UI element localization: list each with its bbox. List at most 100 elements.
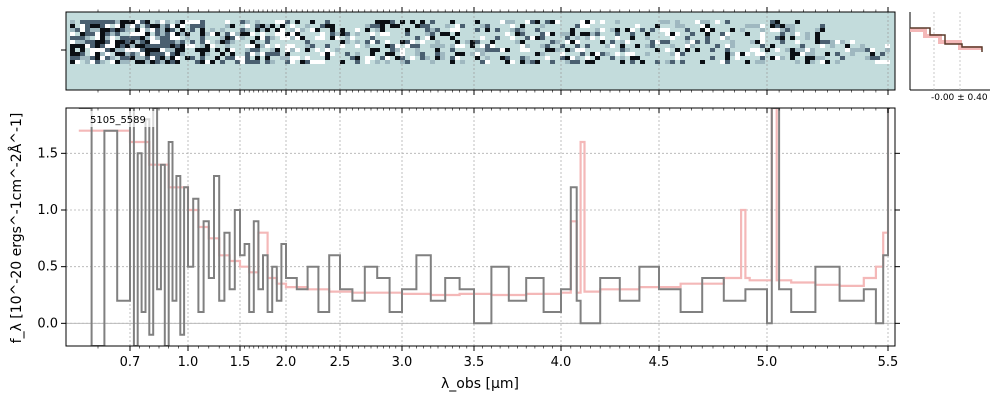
heatmap-cell (295, 32, 300, 36)
heatmap-cell (105, 52, 110, 56)
heatmap-cell (220, 60, 225, 64)
heatmap-cell (545, 32, 550, 36)
heatmap-cell (260, 28, 265, 32)
heatmap-cell (235, 56, 240, 60)
heatmap-cell (85, 20, 90, 24)
heatmap-cell (115, 52, 120, 56)
heatmap-cell (660, 40, 665, 44)
heatmap-cell (675, 52, 680, 56)
heatmap-cell (420, 20, 425, 24)
heatmap-cell (620, 56, 625, 60)
heatmap-cell (400, 48, 405, 52)
heatmap-cell (625, 28, 630, 32)
heatmap-cell (835, 60, 840, 64)
heatmap-cell (80, 32, 85, 36)
heatmap-cell (665, 20, 670, 24)
heatmap-cell (555, 20, 560, 24)
heatmap-cell (440, 52, 445, 56)
heatmap-cell (405, 40, 410, 44)
heatmap-cell (120, 48, 125, 52)
heatmap-cell (140, 28, 145, 32)
heatmap-cell (865, 48, 870, 52)
heatmap-cell (560, 44, 565, 48)
heatmap-cell (85, 60, 90, 64)
heatmap-cell (590, 60, 595, 64)
heatmap-cell (310, 20, 315, 24)
heatmap-cell (530, 20, 535, 24)
heatmap-cell (725, 32, 730, 36)
heatmap-cell (425, 28, 430, 32)
heatmap-cell (520, 48, 525, 52)
heatmap-cell (180, 44, 185, 48)
heatmap-cell (760, 56, 765, 60)
heatmap-cell (120, 28, 125, 32)
heatmap-cell (170, 24, 175, 28)
heatmap-cell (255, 36, 260, 40)
heatmap-cell (155, 44, 160, 48)
heatmap-cell (325, 44, 330, 48)
heatmap-cell (730, 40, 735, 44)
heatmap-cell (655, 40, 660, 44)
heatmap-cell (130, 20, 135, 24)
heatmap-cell (85, 44, 90, 48)
heatmap-cell (115, 60, 120, 64)
heatmap-cell (790, 28, 795, 32)
heatmap-cell (150, 44, 155, 48)
heatmap-cell (230, 52, 235, 56)
heatmap-cell (665, 40, 670, 44)
heatmap-cell (865, 56, 870, 60)
heatmap-cell (430, 60, 435, 64)
heatmap-cell (455, 52, 460, 56)
heatmap-cell (430, 32, 435, 36)
heatmap-cell (325, 48, 330, 52)
heatmap-cell (185, 44, 190, 48)
heatmap-cell (170, 52, 175, 56)
x-tick-label: 2.0 (276, 355, 297, 370)
heatmap-cell (290, 48, 295, 52)
y-tick-label: 0.0 (37, 316, 58, 331)
heatmap-cell (705, 28, 710, 32)
heatmap-cell (575, 56, 580, 60)
heatmap-cell (85, 32, 90, 36)
heatmap-cell (75, 56, 80, 60)
heatmap-cell (70, 60, 75, 64)
heatmap-cell (250, 52, 255, 56)
heatmap-cell (255, 48, 260, 52)
heatmap-cell (440, 56, 445, 60)
heatmap-cell (130, 52, 135, 56)
heatmap-cell (740, 52, 745, 56)
heatmap-cell (770, 44, 775, 48)
heatmap-cell (435, 52, 440, 56)
heatmap-cell (215, 32, 220, 36)
heatmap-cell (585, 36, 590, 40)
heatmap-cell (285, 36, 290, 40)
heatmap-cell (385, 40, 390, 44)
heatmap-cell (130, 48, 135, 52)
heatmap-cell (600, 36, 605, 40)
heatmap-cell (725, 48, 730, 52)
heatmap-cell (725, 60, 730, 64)
heatmap-cell (535, 60, 540, 64)
x-tick-label: 2.5 (330, 355, 351, 370)
heatmap-cell (130, 40, 135, 44)
heatmap-cell (125, 20, 130, 24)
heatmap-cell (395, 24, 400, 28)
heatmap-cell (160, 28, 165, 32)
heatmap-cell (100, 52, 105, 56)
heatmap-cell (210, 32, 215, 36)
heatmap-cell (345, 40, 350, 44)
heatmap-cell (450, 20, 455, 24)
y-tick-label: 0.5 (37, 260, 58, 275)
heatmap-cell (410, 40, 415, 44)
heatmap-cell (825, 60, 830, 64)
heatmap-cell (385, 44, 390, 48)
heatmap-cell (245, 60, 250, 64)
heatmap-cell (105, 20, 110, 24)
heatmap-cell (290, 28, 295, 32)
heatmap-cell (145, 24, 150, 28)
heatmap-cell (550, 48, 555, 52)
heatmap-cell (430, 44, 435, 48)
heatmap-cell (500, 20, 505, 24)
heatmap-cell (95, 60, 100, 64)
heatmap-cell (120, 52, 125, 56)
